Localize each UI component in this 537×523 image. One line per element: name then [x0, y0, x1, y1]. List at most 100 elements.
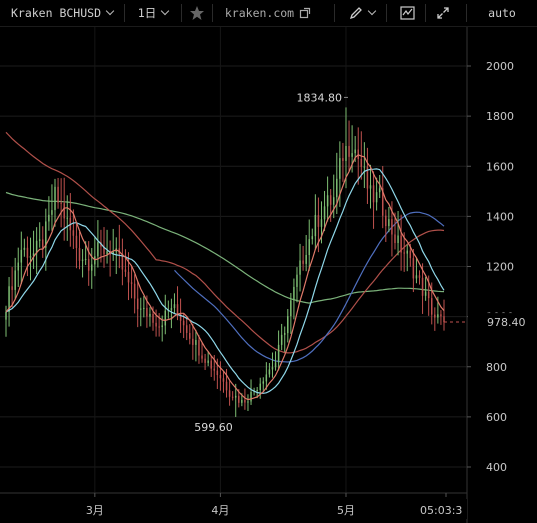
candle-body [164, 310, 167, 326]
candle-body [397, 235, 399, 244]
candle-body [133, 283, 136, 299]
candle-body [400, 235, 402, 253]
candle-body [195, 340, 197, 345]
candle-body [430, 298, 433, 315]
candle-body [360, 158, 363, 168]
candle-body [219, 375, 222, 379]
candle-body [287, 316, 289, 334]
candle-body [406, 250, 408, 254]
candle-body [38, 239, 41, 241]
candle-body [290, 300, 292, 317]
candle-body [48, 214, 50, 222]
candle-body [427, 291, 430, 299]
toolbar-divider [425, 4, 426, 22]
price-axis[interactable]: 200018001600140012001000800600400978.40 [467, 60, 537, 474]
toolbar-divider [334, 4, 335, 22]
indicators-button[interactable] [390, 0, 424, 26]
candle-body [20, 249, 23, 263]
toolbar-divider [212, 4, 213, 22]
chevron-down-icon [160, 6, 170, 16]
candle-body [336, 178, 338, 198]
candle-body [32, 253, 35, 256]
candle-body [241, 399, 243, 403]
candle-body [149, 313, 151, 317]
candle-body [437, 314, 439, 318]
candle-body [394, 234, 396, 244]
candle-body [78, 248, 81, 261]
candle-body [311, 236, 314, 240]
watermark-link[interactable]: kraken.com [213, 0, 323, 26]
chart-grid [0, 27, 468, 523]
candle-body [14, 270, 16, 290]
candle-body [332, 197, 335, 205]
candle-body [121, 253, 124, 270]
candle-body [274, 362, 277, 368]
ma-blue-line [174, 211, 445, 363]
interval-selector[interactable]: 1日 [125, 0, 181, 26]
candle-body [434, 314, 436, 318]
candle-body [143, 307, 145, 309]
interval-label: 1日 [137, 6, 157, 20]
candle-body [440, 314, 442, 317]
candle-body [152, 313, 154, 323]
candle-body [409, 250, 412, 259]
time-axis[interactable]: 3月 4月 5月 05:03:3 [86, 493, 467, 519]
candle-body [207, 360, 209, 363]
time-tick-label: 5月 [337, 504, 355, 517]
candle-body [326, 195, 329, 207]
scale-mode-label: auto [488, 6, 516, 20]
candle-body [231, 396, 234, 398]
candle-body [210, 360, 212, 369]
candle-body [234, 395, 237, 398]
candle-body [8, 286, 10, 312]
price-tick-label: 1200 [486, 261, 514, 274]
candle-body [54, 186, 56, 211]
candle-body [35, 240, 38, 254]
candle-body [179, 313, 182, 321]
candle-body [259, 383, 261, 391]
candle-body [320, 219, 323, 227]
candle-body [192, 338, 194, 345]
ma-blue-path [174, 211, 445, 363]
ma-fast-line [5, 154, 445, 401]
time-tick-label: 3月 [86, 504, 104, 517]
candle-body [293, 286, 295, 301]
candle-body [103, 246, 105, 255]
candle-body [262, 381, 265, 384]
symbol-selector[interactable]: Kraken BCHUSD [0, 0, 124, 26]
candle-body [146, 307, 148, 317]
favorite-button[interactable] [182, 0, 212, 26]
candle-body [351, 153, 353, 157]
candle-body [75, 235, 78, 249]
candle-body [271, 367, 274, 370]
candle-body [189, 332, 191, 339]
candle-body [5, 311, 7, 320]
candle-body [51, 210, 53, 215]
candle-body [185, 325, 188, 333]
candle-body [329, 195, 332, 205]
candle-body [127, 271, 130, 283]
toolbar-divider [181, 4, 182, 22]
candle-body [176, 304, 179, 314]
low-annotation: 599.60 [194, 421, 233, 434]
candle-body [29, 255, 32, 258]
candle-body [42, 239, 44, 248]
candle-body [296, 274, 298, 287]
draw-tool-button[interactable] [340, 0, 384, 26]
candle-body [124, 269, 127, 272]
fullscreen-button[interactable] [426, 0, 460, 26]
candle-body [72, 230, 75, 236]
scale-mode-button[interactable]: auto [467, 0, 537, 26]
candle-body [130, 282, 133, 284]
candle-body [26, 247, 29, 258]
candle-body [299, 260, 301, 275]
candle-body [225, 381, 228, 391]
ma-slow-line [5, 131, 445, 354]
candle-body [388, 219, 390, 227]
candle-body [161, 325, 163, 328]
candle-body [415, 275, 418, 279]
candle-body [277, 344, 280, 363]
candle-body [345, 146, 347, 161]
candle-body [136, 298, 139, 310]
